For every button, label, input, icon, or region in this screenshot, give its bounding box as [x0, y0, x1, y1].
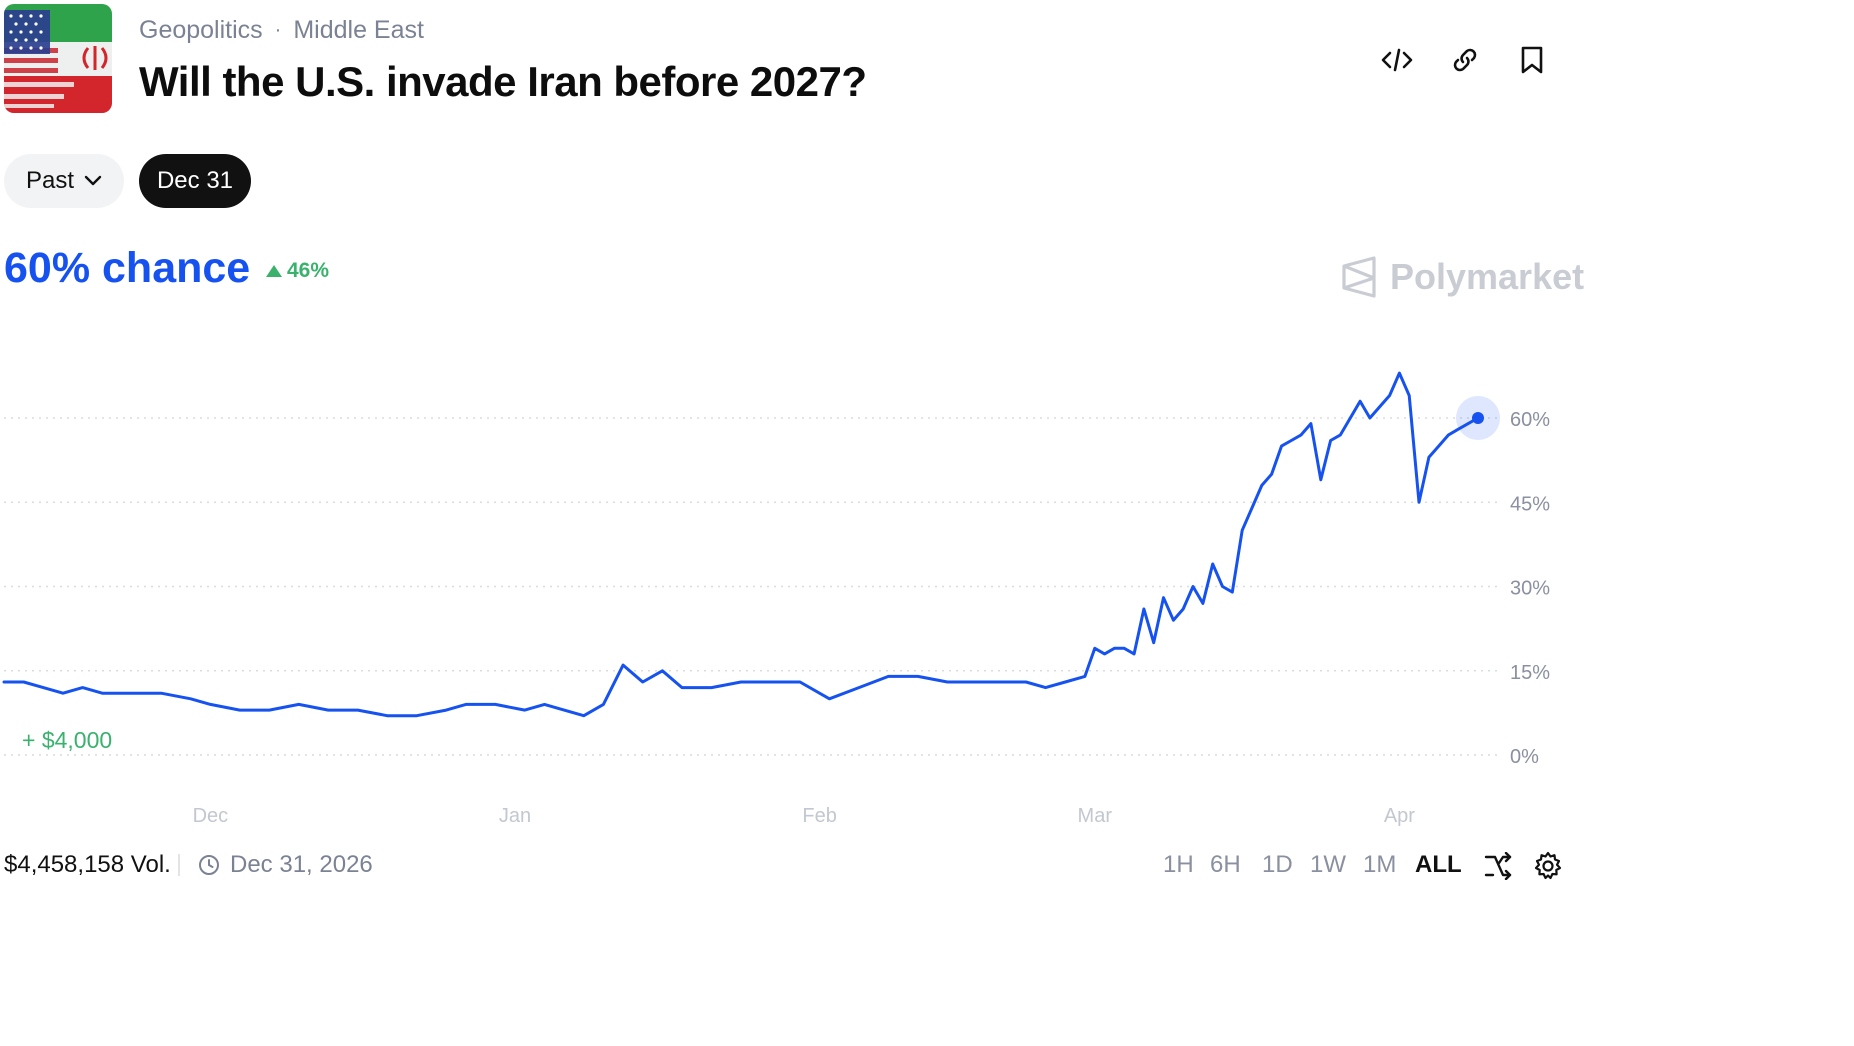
y-tick-label: 60%: [1510, 409, 1550, 431]
breadcrumb: Geopolitics · Middle East: [139, 16, 424, 45]
chance-change: 46%: [265, 259, 329, 283]
y-tick-label: 0%: [1510, 746, 1539, 768]
y-tick-label: 45%: [1510, 493, 1550, 515]
end-date: Dec 31, 2026: [198, 851, 373, 879]
settings-icon: [1534, 851, 1562, 880]
x-tick-label: Apr: [1384, 805, 1415, 827]
breadcrumb-separator: ·: [274, 19, 282, 41]
range-1h[interactable]: 1H: [1163, 851, 1194, 878]
range-1m[interactable]: 1M: [1363, 851, 1397, 878]
brand-name: Polymarket: [1390, 256, 1585, 297]
bookmark-icon: [1521, 46, 1543, 74]
series-line: [2, 371, 1480, 718]
link-icon: [1453, 48, 1477, 72]
date-pill-selected[interactable]: Dec 31: [139, 154, 251, 208]
range-1w[interactable]: 1W: [1310, 851, 1346, 878]
chance-change-value: 46%: [287, 259, 330, 282]
y-tick-label: 15%: [1510, 662, 1550, 684]
y-axis: 0% 15% 30% 45% 60%: [1510, 409, 1550, 768]
y-tick-label: 30%: [1510, 578, 1550, 600]
footer-divider: [178, 854, 180, 876]
embed-code-icon: [1381, 48, 1413, 72]
chevron-down-icon: [84, 175, 102, 186]
shuffle-icon: [1484, 852, 1512, 880]
bookmark-button[interactable]: [1510, 40, 1554, 80]
price-history-chart[interactable]: 0% 15% 30% 45% 60% Dec Jan Feb Mar Apr + $4,000: [0, 300, 1854, 840]
x-tick-label: Feb: [802, 805, 836, 827]
x-tick-label: Jan: [499, 805, 531, 827]
chart-series: [2, 371, 1500, 718]
x-tick-label: Dec: [193, 805, 229, 827]
x-tick-label: Mar: [1078, 805, 1113, 827]
chart-settings-button[interactable]: [1530, 848, 1566, 884]
volume-text: $4,458,158 Vol.: [4, 851, 171, 878]
x-axis: Dec Jan Feb Mar Apr: [193, 805, 1416, 827]
polymarket-logo-icon: [1342, 256, 1376, 298]
range-all[interactable]: ALL: [1415, 851, 1462, 878]
chance-value: 60% chance: [4, 244, 251, 292]
copy-link-button[interactable]: [1443, 40, 1487, 80]
past-dropdown-label: Past: [25, 167, 75, 194]
date-pill-label: Dec 31: [156, 167, 234, 194]
clock-icon: [199, 855, 219, 875]
triangle-up-icon: [266, 265, 282, 277]
market-thumbnail: [4, 4, 112, 113]
market-title: Will the U.S. invade Iran before 2027?: [139, 58, 867, 105]
compare-button[interactable]: [1480, 848, 1516, 884]
past-dropdown[interactable]: Past: [4, 154, 124, 208]
breadcrumb-item-middle-east[interactable]: Middle East: [293, 16, 424, 44]
range-1d[interactable]: 1D: [1262, 851, 1293, 878]
current-point: [1472, 412, 1484, 424]
end-date-text: Dec 31, 2026: [230, 851, 373, 878]
embed-button[interactable]: [1375, 40, 1419, 80]
range-6h[interactable]: 6H: [1210, 851, 1241, 878]
trade-annotation: + $4,000: [22, 727, 112, 753]
breadcrumb-item-geopolitics[interactable]: Geopolitics: [139, 16, 263, 44]
polymarket-watermark: Polymarket: [1340, 256, 1584, 298]
